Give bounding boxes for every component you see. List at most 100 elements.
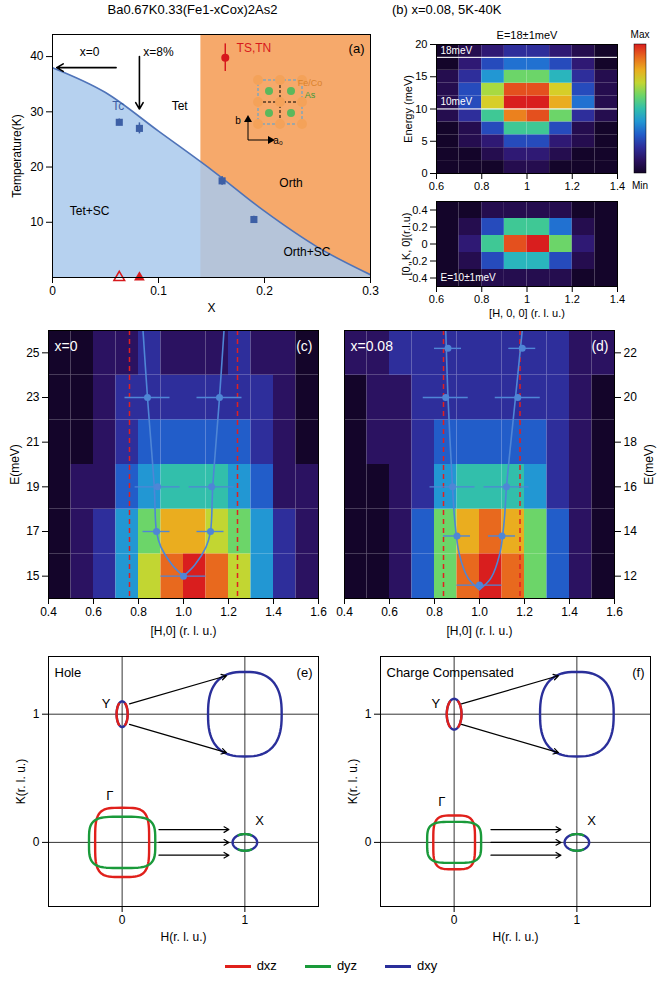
svg-text:0.6: 0.6 xyxy=(85,605,102,619)
svg-text:Tc: Tc xyxy=(112,99,124,113)
svg-text:17: 17 xyxy=(26,524,40,538)
svg-text:(c): (c) xyxy=(296,338,312,354)
svg-text:X: X xyxy=(255,813,264,828)
svg-text:22: 22 xyxy=(624,346,638,360)
svg-text:1: 1 xyxy=(524,293,530,305)
svg-text:18: 18 xyxy=(624,435,638,449)
svg-text:1.2: 1.2 xyxy=(565,293,580,305)
svg-text:E=10±1meV: E=10±1meV xyxy=(441,272,497,283)
svg-text:b: b xyxy=(235,115,241,126)
svg-text:Y: Y xyxy=(431,696,440,711)
svg-text:Γ: Γ xyxy=(106,788,113,803)
svg-text:0: 0 xyxy=(421,238,427,250)
svg-text:1.4: 1.4 xyxy=(265,605,282,619)
svg-text:[0, K, 0](r.l.u): [0, K, 0](r.l.u) xyxy=(400,213,412,276)
svg-text:1: 1 xyxy=(242,913,249,927)
svg-text:1.4: 1.4 xyxy=(561,605,578,619)
svg-text:Orth+SC: Orth+SC xyxy=(283,245,330,259)
svg-text:1.2: 1.2 xyxy=(565,180,580,192)
svg-text:0.6: 0.6 xyxy=(429,293,444,305)
svg-text:0: 0 xyxy=(33,835,40,849)
svg-text:Y: Y xyxy=(102,696,111,711)
svg-text:16: 16 xyxy=(624,480,638,494)
svg-text:15: 15 xyxy=(415,70,427,82)
svg-text:0.4: 0.4 xyxy=(412,204,427,216)
svg-text:Fe/Co: Fe/Co xyxy=(298,78,323,88)
svg-text:0: 0 xyxy=(421,167,427,179)
svg-text:E=18±1meV: E=18±1meV xyxy=(497,29,558,41)
svg-text:1.0: 1.0 xyxy=(175,605,192,619)
svg-text:[H,0] (r. l. u.): [H,0] (r. l. u.) xyxy=(446,624,512,638)
svg-text:10: 10 xyxy=(30,215,44,229)
svg-text:20: 20 xyxy=(624,390,638,404)
svg-text:Hole: Hole xyxy=(55,665,82,680)
svg-text:1.2: 1.2 xyxy=(220,605,237,619)
svg-text:0.4: 0.4 xyxy=(336,605,353,619)
svg-text:x=0.08: x=0.08 xyxy=(351,338,394,354)
svg-text:20: 20 xyxy=(415,38,427,50)
svg-text:Min: Min xyxy=(632,180,648,191)
svg-text:1: 1 xyxy=(365,707,372,721)
svg-text:1.6: 1.6 xyxy=(606,605,623,619)
svg-text:0.1: 0.1 xyxy=(150,284,167,298)
svg-text:25: 25 xyxy=(26,346,40,360)
svg-text:0.8: 0.8 xyxy=(474,293,489,305)
svg-text:Tet: Tet xyxy=(172,99,189,113)
svg-text:0.6: 0.6 xyxy=(381,605,398,619)
svg-text:0: 0 xyxy=(49,284,56,298)
svg-text:0.3: 0.3 xyxy=(362,284,379,298)
svg-text:0.8: 0.8 xyxy=(474,180,489,192)
svg-text:(f): (f) xyxy=(632,665,644,680)
svg-text:H(r. l. u.): H(r. l. u.) xyxy=(492,930,538,944)
svg-text:x=8%: x=8% xyxy=(143,45,174,59)
svg-text:TS,TN: TS,TN xyxy=(237,41,272,55)
svg-text:As: As xyxy=(305,90,316,100)
svg-text:E(meV): E(meV) xyxy=(8,444,22,485)
svg-text:Temperature(K): Temperature(K) xyxy=(10,114,24,197)
svg-text:1: 1 xyxy=(33,707,40,721)
svg-text:0.8: 0.8 xyxy=(130,605,147,619)
svg-text:(e): (e) xyxy=(297,665,313,680)
svg-text:12: 12 xyxy=(624,569,638,583)
svg-text:Energy (meV): Energy (meV) xyxy=(402,75,414,143)
svg-text:1: 1 xyxy=(524,180,530,192)
svg-text:20: 20 xyxy=(30,160,44,174)
svg-text:X: X xyxy=(207,301,215,315)
svg-text:15: 15 xyxy=(26,569,40,583)
svg-text:0.2: 0.2 xyxy=(412,221,427,233)
svg-text:40: 40 xyxy=(30,49,44,63)
svg-text:1.2: 1.2 xyxy=(516,605,533,619)
svg-text:(a): (a) xyxy=(349,41,365,56)
svg-text:0.4: 0.4 xyxy=(40,605,57,619)
svg-text:Γ: Γ xyxy=(438,794,445,809)
svg-text:X: X xyxy=(587,813,596,828)
svg-text:0: 0 xyxy=(451,913,458,927)
svg-text:0: 0 xyxy=(365,835,372,849)
svg-text:x=0: x=0 xyxy=(55,338,78,354)
svg-text:1.4: 1.4 xyxy=(610,180,625,192)
svg-text:a₀: a₀ xyxy=(273,135,283,146)
svg-text:0.6: 0.6 xyxy=(429,180,444,192)
svg-text:5: 5 xyxy=(421,135,427,147)
svg-text:Orth: Orth xyxy=(279,176,302,190)
svg-text:Tet+SC: Tet+SC xyxy=(70,204,110,218)
svg-text:0.2: 0.2 xyxy=(256,284,273,298)
svg-text:21: 21 xyxy=(26,435,40,449)
svg-text:Max: Max xyxy=(631,29,650,40)
svg-text:1.0: 1.0 xyxy=(471,605,488,619)
svg-text:19: 19 xyxy=(26,480,40,494)
svg-text:[H,0] (r. l. u.): [H,0] (r. l. u.) xyxy=(150,624,216,638)
svg-text:1.4: 1.4 xyxy=(610,293,625,305)
svg-text:30: 30 xyxy=(30,105,44,119)
svg-text:14: 14 xyxy=(624,524,638,538)
svg-text:10meV: 10meV xyxy=(441,96,473,107)
svg-text:[H, 0, 0] (r. l. u.): [H, 0, 0] (r. l. u.) xyxy=(489,307,565,319)
svg-text:H(r. l. u.): H(r. l. u.) xyxy=(160,930,206,944)
svg-text:18meV: 18meV xyxy=(441,45,473,56)
svg-text:x=0: x=0 xyxy=(80,45,100,59)
svg-text:K(r. l. u.): K(r. l. u.) xyxy=(346,759,360,804)
svg-text:1: 1 xyxy=(574,913,581,927)
svg-text:Charge Compensated: Charge Compensated xyxy=(387,665,514,680)
svg-text:E(meV): E(meV) xyxy=(642,444,656,485)
svg-text:1.6: 1.6 xyxy=(310,605,327,619)
